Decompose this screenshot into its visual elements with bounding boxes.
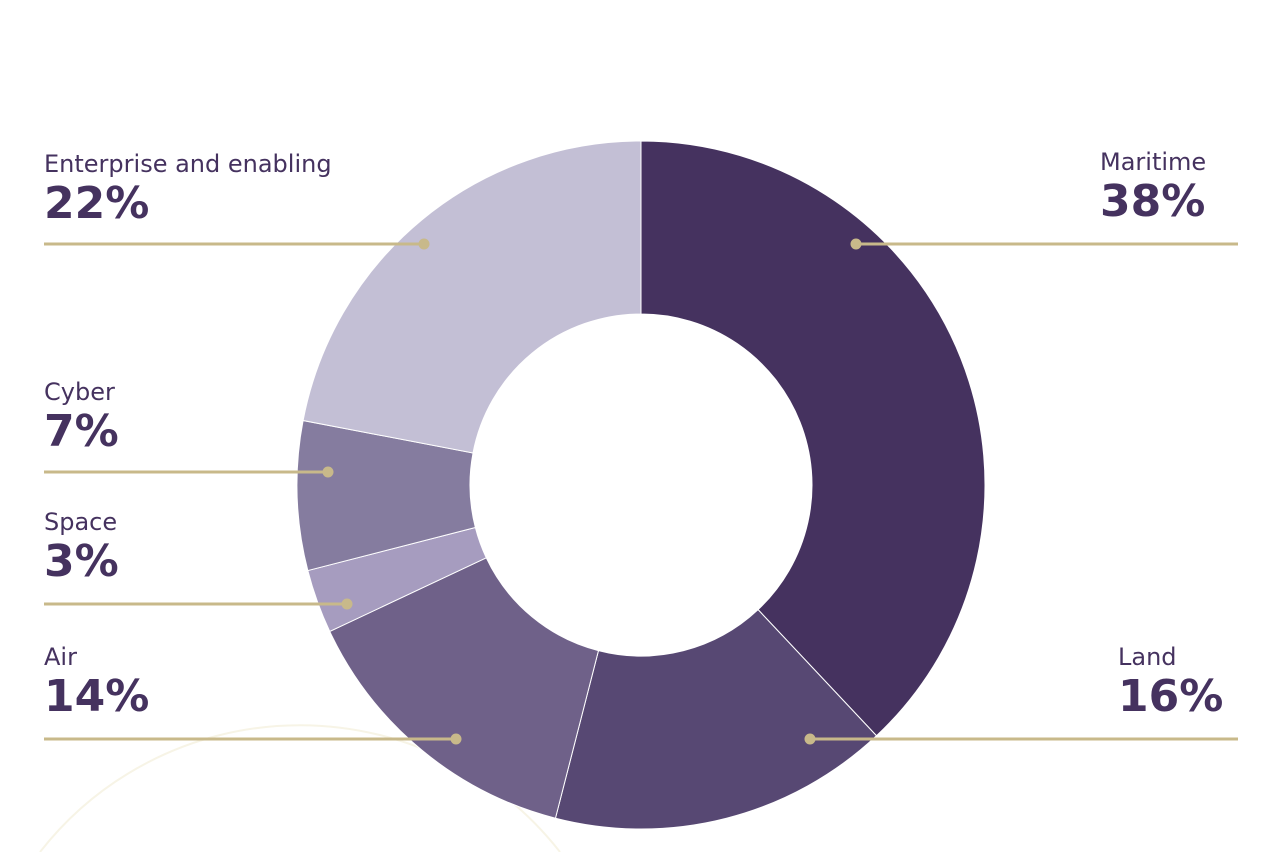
category-label: Air	[44, 643, 77, 671]
slice-maritime	[640, 140, 986, 737]
data-label: Air 14%	[44, 645, 149, 719]
leader-dot	[804, 733, 816, 745]
data-label: Enterprise and enabling 22%	[44, 152, 332, 226]
leader-dot	[322, 466, 334, 478]
percentage-label: 7%	[44, 406, 119, 457]
data-label: Land 16%	[1118, 645, 1223, 719]
slice-land	[554, 608, 878, 830]
leader-dot	[450, 733, 462, 745]
percentage-label: 16%	[1118, 671, 1224, 722]
slice-enterprise-and-enabling	[302, 140, 642, 454]
leader-dot	[341, 598, 353, 610]
category-label: Maritime	[1100, 148, 1207, 176]
data-label: Maritime 38%	[1100, 150, 1206, 224]
data-label: Space 3%	[44, 510, 119, 584]
category-label: Land	[1118, 643, 1177, 671]
category-label: Enterprise and enabling	[44, 150, 332, 178]
percentage-label: 38%	[1100, 176, 1206, 227]
category-label: Space	[44, 508, 118, 536]
percentage-label: 14%	[44, 671, 150, 722]
percentage-label: 22%	[44, 178, 150, 229]
leader-dot	[418, 238, 430, 250]
percentage-label: 3%	[44, 536, 119, 587]
data-label: Cyber 7%	[44, 380, 119, 454]
slice-air	[329, 557, 600, 819]
category-label: Cyber	[44, 378, 115, 406]
leader-dot	[850, 238, 862, 250]
